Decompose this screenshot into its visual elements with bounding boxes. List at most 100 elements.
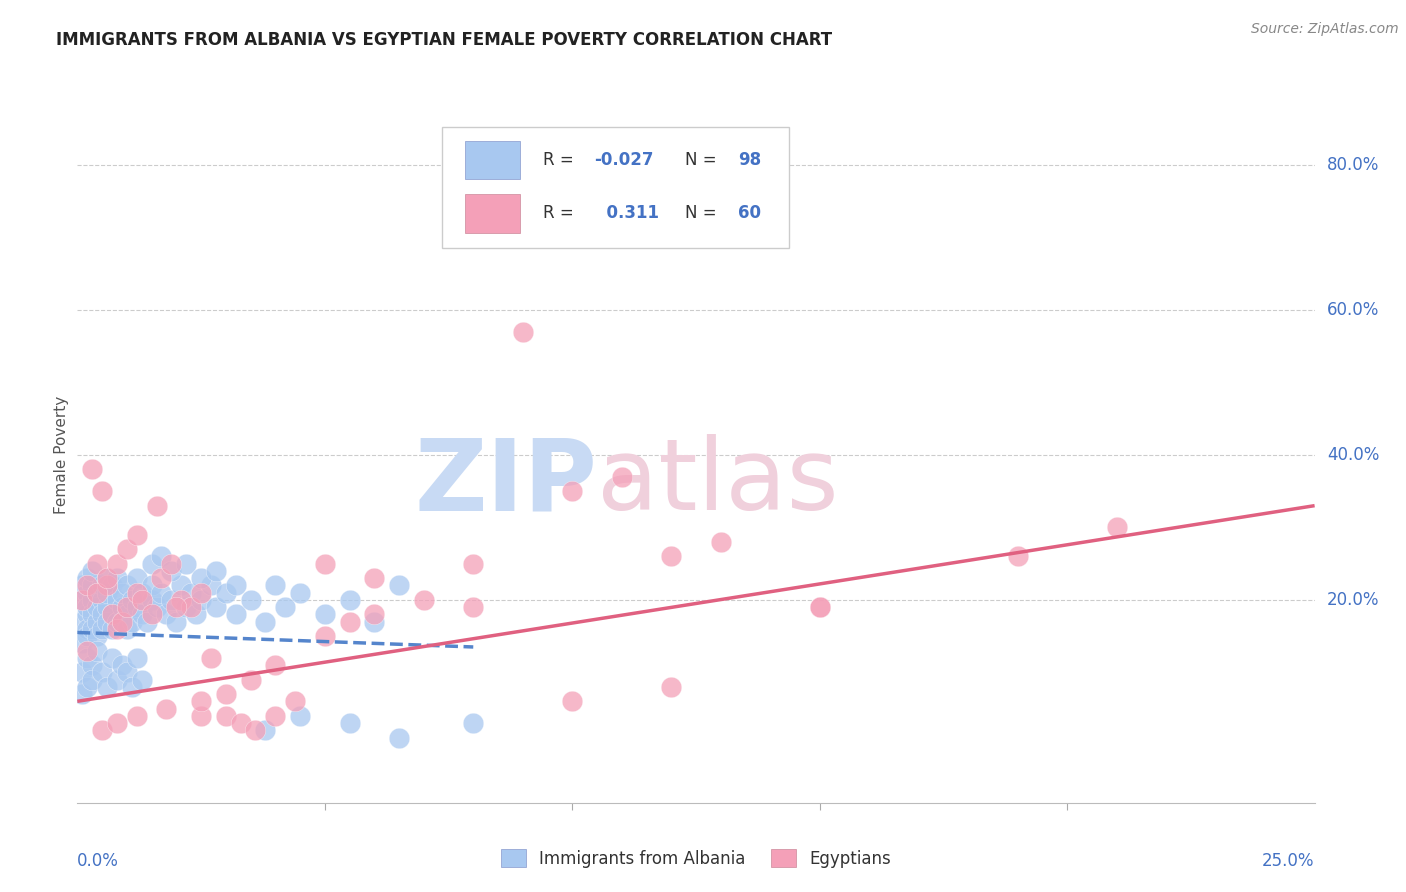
- Text: 25.0%: 25.0%: [1263, 852, 1315, 870]
- Point: [72, 592, 94, 607]
- Point: [215, 585, 238, 599]
- Point: [141, 578, 163, 592]
- Point: [76, 585, 98, 599]
- Point: [388, 731, 411, 745]
- Point: [72, 687, 94, 701]
- Point: [339, 716, 361, 731]
- Point: [274, 600, 297, 615]
- Point: [91, 622, 114, 636]
- Text: 80.0%: 80.0%: [1327, 156, 1379, 174]
- Point: [111, 615, 134, 629]
- Point: [72, 615, 94, 629]
- Point: [339, 592, 361, 607]
- Point: [96, 600, 118, 615]
- Point: [86, 557, 108, 571]
- Point: [808, 600, 831, 615]
- Point: [184, 607, 207, 622]
- FancyBboxPatch shape: [464, 141, 520, 179]
- Point: [96, 680, 118, 694]
- Point: [82, 673, 104, 687]
- Y-axis label: Female Poverty: Female Poverty: [53, 396, 69, 514]
- Text: N =: N =: [685, 204, 721, 222]
- Point: [96, 585, 118, 599]
- Point: [190, 694, 212, 708]
- Point: [115, 578, 138, 592]
- Point: [150, 549, 173, 564]
- Text: IMMIGRANTS FROM ALBANIA VS EGYPTIAN FEMALE POVERTY CORRELATION CHART: IMMIGRANTS FROM ALBANIA VS EGYPTIAN FEMA…: [56, 31, 832, 49]
- Point: [808, 600, 831, 615]
- Point: [463, 557, 485, 571]
- Point: [91, 592, 114, 607]
- Point: [115, 542, 138, 557]
- Point: [125, 571, 148, 585]
- Point: [125, 708, 148, 723]
- Point: [215, 708, 238, 723]
- Point: [245, 723, 267, 738]
- Point: [105, 673, 128, 687]
- Point: [101, 622, 124, 636]
- Point: [82, 578, 104, 592]
- Point: [135, 615, 157, 629]
- Point: [91, 723, 114, 738]
- Point: [160, 592, 183, 607]
- Point: [82, 658, 104, 673]
- Point: [72, 578, 94, 592]
- Point: [76, 622, 98, 636]
- Point: [141, 607, 163, 622]
- Point: [72, 592, 94, 607]
- Point: [170, 592, 193, 607]
- Point: [170, 578, 193, 592]
- Point: [101, 651, 124, 665]
- Point: [91, 607, 114, 622]
- Point: [561, 694, 583, 708]
- Point: [111, 600, 134, 615]
- Point: [363, 607, 385, 622]
- Point: [82, 462, 104, 476]
- FancyBboxPatch shape: [464, 194, 520, 233]
- Point: [131, 592, 153, 607]
- Point: [254, 723, 277, 738]
- Point: [363, 571, 385, 585]
- Point: [264, 708, 287, 723]
- Point: [76, 680, 98, 694]
- Point: [229, 716, 252, 731]
- Point: [225, 578, 247, 592]
- Point: [91, 578, 114, 592]
- Point: [96, 615, 118, 629]
- Text: R =: R =: [543, 151, 578, 169]
- Point: [105, 615, 128, 629]
- Point: [86, 615, 108, 629]
- Point: [512, 325, 534, 339]
- Point: [76, 651, 98, 665]
- Point: [174, 600, 197, 615]
- Point: [145, 499, 167, 513]
- Point: [115, 622, 138, 636]
- Point: [115, 600, 138, 615]
- Point: [160, 557, 183, 571]
- Point: [190, 592, 212, 607]
- Text: 98: 98: [738, 151, 761, 169]
- Point: [115, 665, 138, 680]
- Point: [264, 658, 287, 673]
- Point: [82, 592, 104, 607]
- Point: [174, 557, 197, 571]
- Point: [141, 592, 163, 607]
- Point: [710, 534, 733, 549]
- Point: [101, 607, 124, 622]
- Point: [76, 629, 98, 643]
- Point: [1007, 549, 1029, 564]
- Text: 0.0%: 0.0%: [77, 852, 120, 870]
- Point: [225, 607, 247, 622]
- Text: Source: ZipAtlas.com: Source: ZipAtlas.com: [1251, 22, 1399, 37]
- Point: [205, 564, 228, 578]
- Text: 20.0%: 20.0%: [1327, 591, 1379, 609]
- Point: [111, 658, 134, 673]
- Point: [180, 600, 202, 615]
- Point: [131, 585, 153, 599]
- Point: [76, 643, 98, 657]
- Text: N =: N =: [685, 151, 721, 169]
- Point: [101, 607, 124, 622]
- Point: [125, 585, 148, 599]
- Text: 0.311: 0.311: [595, 204, 658, 222]
- Point: [339, 615, 361, 629]
